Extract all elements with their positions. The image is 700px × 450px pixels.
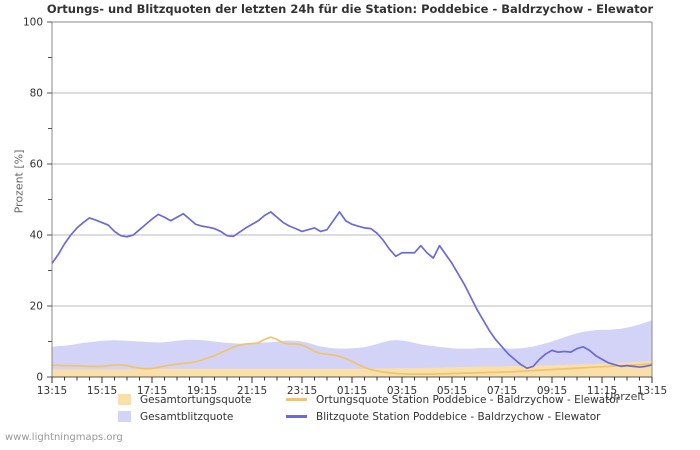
watermark-text: www.lightningmaps.org [5,432,123,443]
legend-row: Gesamtblitzquote Blitzquote Station Podd… [118,409,638,424]
legend-item-ortungsquote-station[interactable]: Ortungsquote Station Poddebice - Baldrzy… [286,394,620,406]
chart-legend: Gesamtortungsquote Ortungsquote Station … [118,392,638,426]
chart-title: Ortungs- und Blitzquoten der letzten 24h… [46,2,654,16]
legend-swatch-icon [118,411,131,422]
svg-text:13:15: 13:15 [37,385,67,397]
svg-text:0: 0 [36,372,43,384]
area-gesamtortungsquote [52,361,652,377]
legend-swatch-icon [118,394,131,405]
svg-text:23:15: 23:15 [287,385,317,397]
svg-text:13:15: 13:15 [637,385,667,397]
svg-text:17:15: 17:15 [137,385,167,397]
legend-label: Gesamtblitzquote [140,410,234,423]
svg-text:80: 80 [30,88,43,100]
legend-item-blitzquote-station[interactable]: Blitzquote Station Poddebice - Baldrzych… [286,411,601,423]
svg-text:40: 40 [30,230,43,242]
svg-text:05:15: 05:15 [437,385,467,397]
svg-text:15:15: 15:15 [87,385,117,397]
legend-label: Gesamtortungsquote [140,393,252,406]
legend-label: Ortungsquote Station Poddebice - Baldrzy… [316,393,620,406]
svg-text:100: 100 [23,17,43,29]
legend-label: Blitzquote Station Poddebice - Baldrzych… [316,410,601,423]
line-ortungsquote-station [52,336,653,376]
svg-text:19:15: 19:15 [187,385,217,397]
svg-text:21:15: 21:15 [237,385,267,397]
line-blitzquote-station [51,211,653,369]
svg-text:60: 60 [30,159,43,171]
svg-text:03:15: 03:15 [387,385,417,397]
area-gesamtblitzquote [52,320,652,377]
svg-text:07:15: 07:15 [487,385,517,397]
svg-text:11:15: 11:15 [587,385,617,397]
legend-item-gesamtortungsquote[interactable]: Gesamtortungsquote [118,394,286,406]
svg-text:09:15: 09:15 [537,385,567,397]
svg-text:20: 20 [30,301,43,313]
svg-text:01:15: 01:15 [337,385,367,397]
legend-line-icon [286,398,307,401]
x-axis-label: Uhrzeit [605,390,645,403]
legend-row: Gesamtortungsquote Ortungsquote Station … [118,392,638,407]
legend-item-gesamtblitzquote[interactable]: Gesamtblitzquote [118,411,286,423]
legend-line-icon [286,415,307,418]
